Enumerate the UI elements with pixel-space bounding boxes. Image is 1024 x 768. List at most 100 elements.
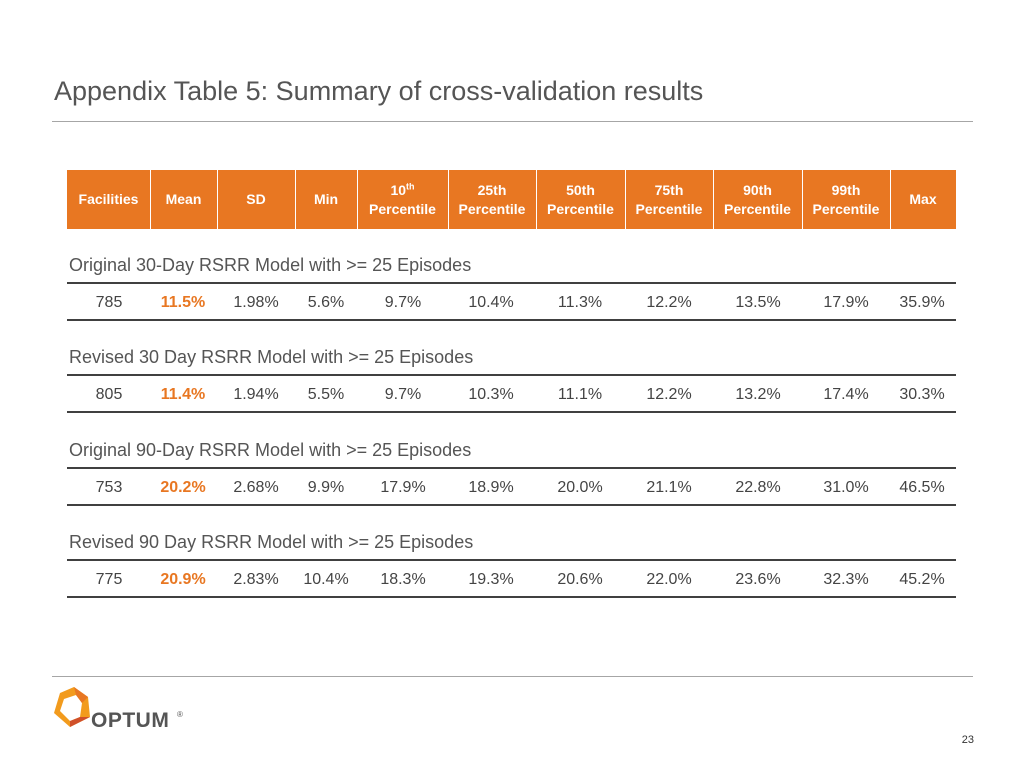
table-cell: 18.9% <box>468 479 514 496</box>
column-header-sublabel: Percentile <box>812 200 880 217</box>
column-header-label: Facilities <box>78 191 139 207</box>
column-header: Facilities <box>67 170 150 229</box>
column-header-sublabel: Percentile <box>724 200 791 217</box>
column-separator <box>150 170 151 229</box>
section-title: Original 30-Day RSRR Model with >= 25 Ep… <box>69 255 472 275</box>
table-cell: 5.5% <box>307 386 345 403</box>
column-header-label: 90th <box>743 181 772 198</box>
table-cell: 32.3% <box>823 571 869 588</box>
column-header: 50th Percentile <box>536 170 625 229</box>
table-cell: 10.4% <box>468 294 514 311</box>
column-header-sublabel: Percentile <box>547 200 614 217</box>
section-rule-top <box>67 374 956 376</box>
column-header-label: 10 <box>390 181 407 198</box>
section-rule-bottom <box>67 596 956 598</box>
column-separator <box>357 170 358 229</box>
column-header: Max <box>890 170 956 229</box>
table-cell: 753 <box>95 479 123 496</box>
title-divider <box>52 121 973 122</box>
column-header: 90th Percentile <box>713 170 802 229</box>
column-separator <box>802 170 803 229</box>
table-cell: 5.6% <box>307 294 345 311</box>
table-cell: 9.7% <box>384 386 422 403</box>
logo-wordmark: OPTUM <box>91 709 170 732</box>
column-header-label: Max <box>909 191 937 207</box>
table-cell: 2.83% <box>233 571 279 588</box>
mean-value-cell: 20.9% <box>160 571 206 588</box>
section-rule-bottom <box>67 504 956 506</box>
page-number: 23 <box>961 734 974 746</box>
column-header: 99th Percentile <box>802 170 890 229</box>
section-rule-bottom <box>67 319 956 321</box>
table-cell: 17.4% <box>823 386 869 403</box>
column-header-label: Mean <box>165 191 202 207</box>
table-cell: 785 <box>95 294 123 311</box>
table-cell: 17.9% <box>823 294 869 311</box>
table-cell: 9.9% <box>307 479 345 496</box>
column-header: SD <box>217 170 295 229</box>
table-cell: 20.6% <box>557 571 603 588</box>
column-header-sublabel: Percentile <box>458 200 526 217</box>
column-separator <box>625 170 626 229</box>
table-cell: 22.8% <box>735 479 781 496</box>
table-cell: 17.9% <box>380 479 426 496</box>
table-cell: 2.68% <box>233 479 279 496</box>
mean-value-cell: 20.2% <box>160 479 206 496</box>
table-cell: 11.3% <box>557 294 603 311</box>
column-header-sublabel: Percentile <box>635 200 703 217</box>
table-cell: 12.2% <box>646 294 692 311</box>
section-title: Revised 90 Day RSRR Model with >= 25 Epi… <box>69 532 474 552</box>
table-cell: 23.6% <box>735 571 781 588</box>
section-rule-bottom <box>67 411 956 413</box>
page-title: Appendix Table 5: Summary of cross-valid… <box>54 76 704 106</box>
column-header: 10th Percentile <box>357 170 448 229</box>
table-cell: 9.7% <box>384 294 422 311</box>
mean-value-cell: 11.5% <box>160 294 206 311</box>
table-cell: 13.2% <box>735 386 781 403</box>
table-cell: 10.3% <box>468 386 514 403</box>
column-header-sublabel: Percentile <box>369 200 436 217</box>
section-title: Revised 30 Day RSRR Model with >= 25 Epi… <box>69 347 474 367</box>
table-cell: 1.94% <box>233 386 279 403</box>
logo-registered-mark: ® <box>177 710 183 719</box>
column-header-superscript: th <box>406 180 415 191</box>
section-rule-top <box>67 467 956 469</box>
column-header-label: Min <box>313 191 339 207</box>
column-separator <box>295 170 296 229</box>
table-cell: 22.0% <box>646 571 692 588</box>
table-cell: 20.0% <box>557 479 603 496</box>
column-header: 75th Percentile <box>625 170 713 229</box>
table-cell: 45.2% <box>899 571 945 588</box>
column-header-label: 75th <box>654 181 684 198</box>
column-separator <box>448 170 449 229</box>
column-separator <box>536 170 537 229</box>
table-cell: 805 <box>95 386 123 403</box>
table-cell: 11.1% <box>557 386 603 403</box>
table-cell: 35.9% <box>899 294 945 311</box>
table-cell: 13.5% <box>735 294 781 311</box>
optum-logo-icon <box>54 687 90 727</box>
column-separator <box>890 170 891 229</box>
section-rule-top <box>67 559 956 561</box>
column-separator <box>713 170 714 229</box>
section-title: Original 90-Day RSRR Model with >= 25 Ep… <box>69 440 472 460</box>
column-header: Min <box>295 170 357 229</box>
table-header: Facilities Mean SD Min 10th Percentile 25th Per… <box>67 170 956 229</box>
table-cell: 18.3% <box>380 571 426 588</box>
table-cell: 12.2% <box>646 386 692 403</box>
section-rule-top <box>67 282 956 284</box>
column-header-label: 50th <box>566 181 595 198</box>
table-cell: 21.1% <box>646 479 692 496</box>
column-header-label: 25th <box>477 181 507 198</box>
table-cell: 19.3% <box>468 571 514 588</box>
column-header: Mean <box>150 170 217 229</box>
table-cell: 31.0% <box>823 479 869 496</box>
column-header: 25th Percentile <box>448 170 536 229</box>
column-separator <box>217 170 218 229</box>
table-cell: 1.98% <box>233 294 279 311</box>
column-header-label: SD <box>246 191 266 207</box>
table-cell: 30.3% <box>899 386 945 403</box>
column-header-label: 99th <box>831 181 861 198</box>
table-cell: 46.5% <box>899 479 945 496</box>
table-cell: 10.4% <box>303 571 349 588</box>
